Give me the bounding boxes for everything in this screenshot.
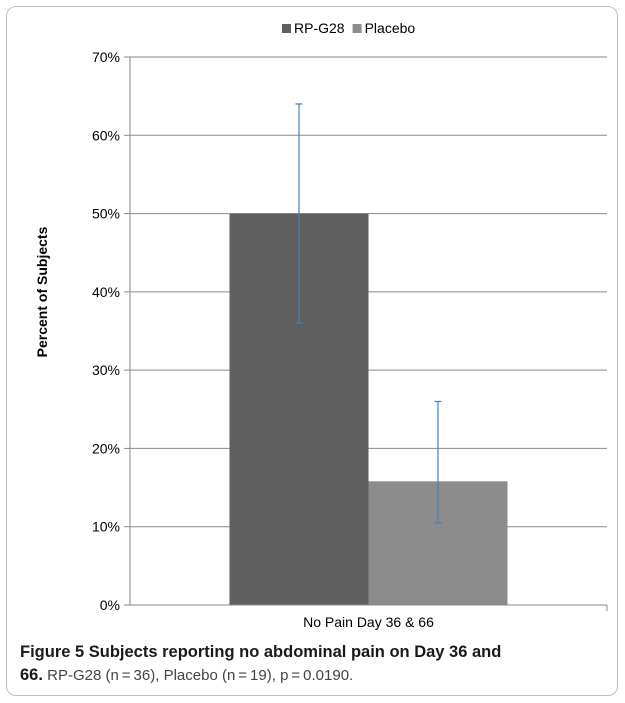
legend: RP-G28 Placebo <box>282 20 415 36</box>
caption-details: 66. RP-G28 (n = 36), Placebo (n = 19), p… <box>20 666 615 685</box>
caption-text: RP-G28 (n = 36), Placebo (n = 19), p = 0… <box>42 667 354 684</box>
bar-chart: 0% 10% 20% 30% 40% 50% 60% 70% No Pain Day 36 & … <box>34 20 608 630</box>
y-tick-label: 40% <box>92 284 120 300</box>
y-tick-label: 30% <box>92 362 120 378</box>
legend-label: Placebo <box>365 20 416 36</box>
y-tick-label: 60% <box>92 127 120 143</box>
x-category-label: No Pain Day 36 & 66 <box>303 614 434 630</box>
legend-label: RP-G28 <box>294 20 345 36</box>
y-tick-label: 20% <box>92 440 120 456</box>
caption-title-end: 66. <box>20 666 43 684</box>
y-tick-label: 0% <box>100 597 120 613</box>
y-axis-label: Percent of Subjects <box>34 226 50 357</box>
y-tick-label: 70% <box>92 49 120 65</box>
axes: 0% 10% 20% 30% 40% 50% 60% 70% No Pain Day 36 & … <box>92 49 608 630</box>
y-tick-label: 10% <box>92 519 120 535</box>
caption-title: Figure 5 Subjects reporting no abdominal… <box>20 643 502 661</box>
legend-swatch <box>352 24 362 33</box>
figure-caption: Figure 5 Subjects reporting no abdominal… <box>20 643 615 685</box>
bars <box>229 103 508 606</box>
legend-swatch <box>282 24 291 33</box>
y-tick-label: 50% <box>92 206 120 222</box>
